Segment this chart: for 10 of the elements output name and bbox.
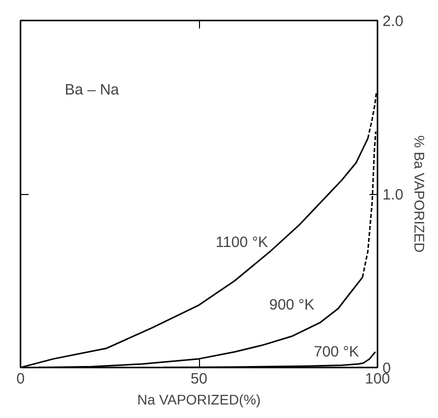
- y-axis-title: % Ba VAPORIZED: [411, 135, 428, 253]
- y-tick-label: 1.0: [382, 186, 404, 204]
- annotation: 900 °K: [269, 296, 314, 314]
- x-axis-title: Na VAPORIZED(%): [137, 392, 261, 408]
- annotation: Ba – Na: [64, 81, 120, 98]
- x-tick-label: 50: [190, 370, 208, 388]
- annotation: 700 °K: [314, 343, 360, 360]
- annotation: 1100 °K: [216, 234, 268, 252]
- y-tick-label: 2.0: [382, 13, 404, 30]
- x-tick-label: 0: [16, 370, 25, 388]
